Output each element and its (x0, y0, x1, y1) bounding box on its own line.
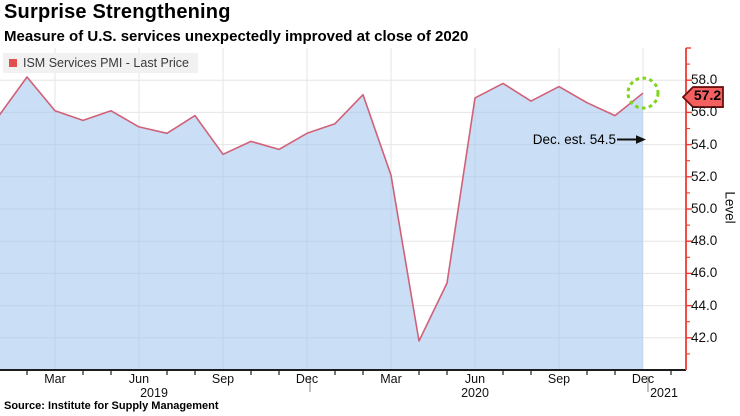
y-axis-tick-label: 46.0 (691, 265, 718, 281)
y-axis-tick-label: 54.0 (691, 136, 718, 152)
y-axis-tick-label: 58.0 (691, 72, 718, 88)
estimate-arrow-head-icon (636, 135, 646, 144)
y-axis-tick-label: 50.0 (691, 201, 718, 216)
x-axis-tick-label: Sep (547, 372, 571, 386)
series-swatch-icon (9, 59, 17, 67)
x-axis-tick-label: Jun (128, 372, 150, 386)
last-price-badge (681, 86, 724, 108)
y-axis-title: Level (722, 191, 738, 224)
pmi-area-fill (0, 77, 643, 370)
page-title: Surprise Strengthening (4, 1, 231, 23)
pmi-line (0, 76, 644, 342)
year-label: 2021 (650, 386, 678, 400)
x-axis-tick-label: Dec (295, 372, 319, 386)
x-axis-tick-label: Mar (380, 372, 402, 386)
x-axis-tick-label: Sep (211, 372, 235, 386)
y-axis-tick-label: 44.0 (691, 297, 718, 313)
legend-label: ISM Services PMI - Last Price (23, 56, 190, 70)
source-line: Source: Institute for Supply Management (4, 400, 219, 412)
highlight-circle-icon (626, 76, 660, 110)
year-label: 2020 (461, 386, 489, 400)
estimate-annotation: Dec. est. 54.5 (532, 132, 616, 147)
page-subtitle: Measure of U.S. services unexpectedly im… (4, 28, 469, 45)
last-price-badge-value: 57.2 (693, 87, 722, 104)
x-axis-tick-label: Mar (44, 372, 66, 386)
x-axis-tick-label: Jun (464, 372, 486, 386)
y-axis-tick-label: 56.0 (691, 104, 718, 120)
y-axis-tick-label: 42.0 (691, 329, 718, 345)
y-axis-tick-label: 52.0 (691, 168, 718, 184)
legend[interactable]: ISM Services PMI - Last Price (3, 53, 199, 73)
y-axis-tick-label: 48.0 (691, 233, 718, 249)
year-label: 2019 (140, 386, 168, 400)
x-axis-tick-label: Dec (631, 372, 655, 386)
